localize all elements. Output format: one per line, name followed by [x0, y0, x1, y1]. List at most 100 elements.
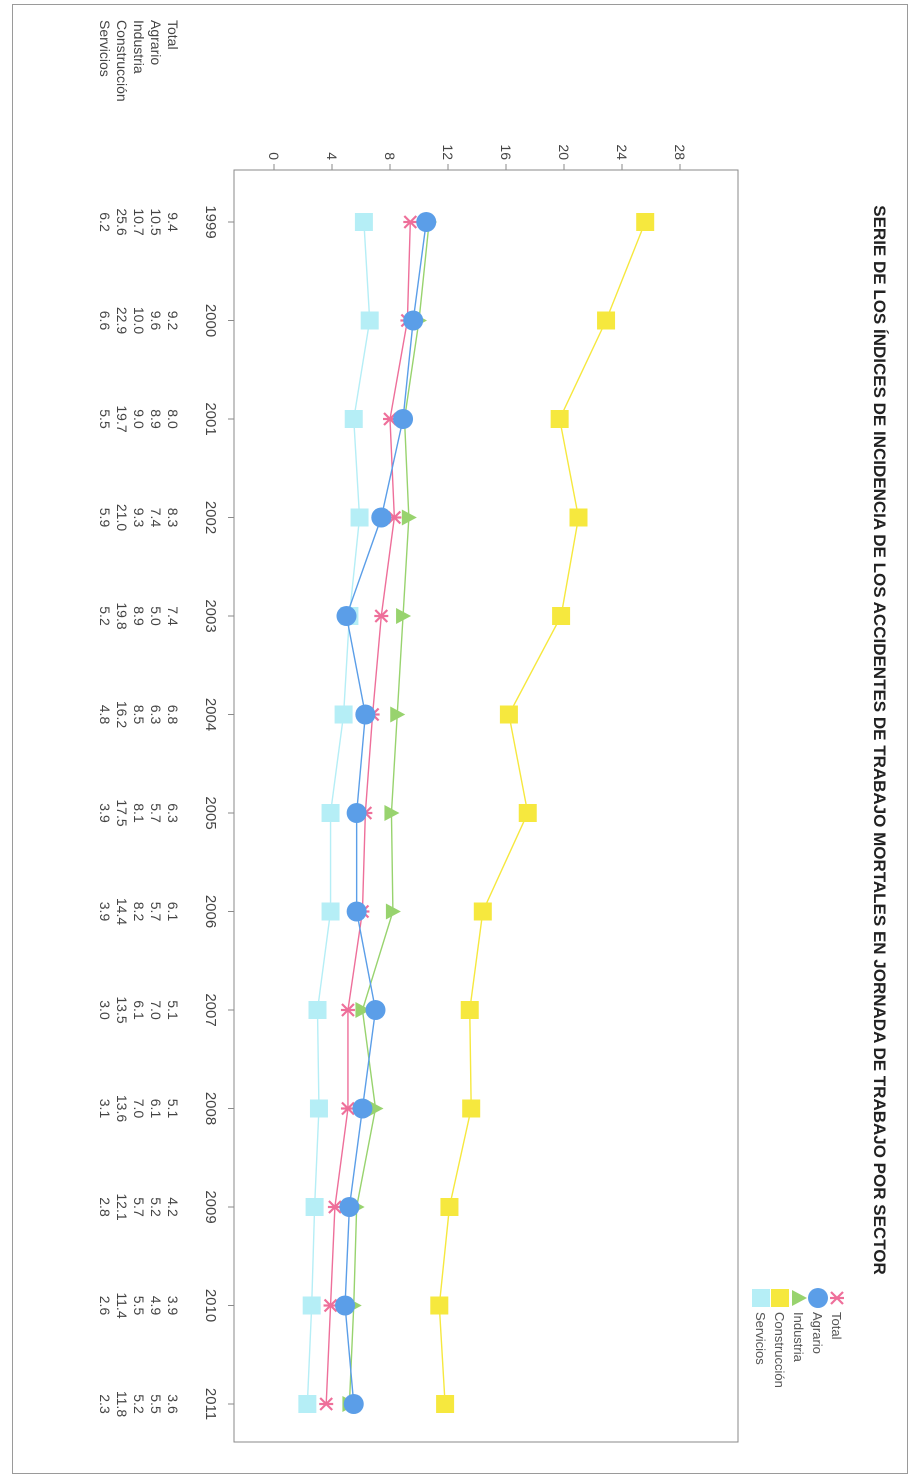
data-point — [346, 803, 367, 823]
legend-label: Construcción — [772, 1312, 787, 1388]
table-cell: 7.4 — [148, 508, 164, 528]
table-cell: 19.8 — [114, 602, 130, 629]
legend-marker — [771, 1289, 789, 1307]
data-point — [473, 902, 492, 921]
page-frame — [12, 4, 908, 1474]
data-point — [334, 705, 353, 724]
table-cell: 5.2 — [148, 1197, 164, 1217]
series-1 — [335, 212, 437, 1414]
data-point — [416, 212, 437, 232]
table-cell: 17.5 — [114, 799, 130, 826]
x-tick-label: 2005 — [202, 796, 219, 829]
table-cell: 10.7 — [131, 208, 147, 235]
table-cell: 13.5 — [114, 996, 130, 1023]
data-point — [346, 901, 367, 922]
table-cell: 9.2 — [165, 311, 181, 331]
data-point — [339, 1197, 360, 1217]
table-cell: 5.7 — [148, 902, 164, 922]
table-cell: 5.5 — [97, 409, 113, 429]
data-point — [462, 1099, 481, 1118]
data-point — [440, 1198, 459, 1216]
table-cell: 6.2 — [97, 212, 113, 232]
table-cell: 2.8 — [97, 1197, 113, 1217]
table-cell: 6.6 — [97, 311, 113, 331]
x-tick-label: 2003 — [202, 599, 219, 632]
legend-marker — [752, 1289, 770, 1307]
data-point — [343, 1394, 364, 1414]
data-point — [499, 705, 518, 724]
data-point — [569, 508, 588, 527]
data-point — [352, 1098, 373, 1119]
data-point — [384, 805, 400, 821]
table-cell: 5.7 — [131, 1197, 147, 1217]
data-point — [403, 310, 424, 331]
data-point — [302, 1296, 321, 1315]
series-layer — [298, 212, 655, 1414]
table-row-label: Industria — [131, 20, 147, 74]
table-cell: 6.1 — [148, 1099, 164, 1119]
data-point — [518, 804, 537, 822]
legend-label: Servicios — [753, 1312, 768, 1365]
data-point — [430, 1296, 449, 1315]
data-point — [436, 1395, 455, 1413]
series-line — [438, 221, 646, 1405]
table-cell: 9.6 — [148, 311, 164, 331]
data-table: Total9.49.28.08.37.46.86.36.15.15.14.23.… — [97, 20, 181, 1417]
data-point — [350, 508, 369, 527]
data-point — [336, 606, 357, 626]
x-axis-ticks: 1999 2000 2001 2002 2003 2004 2005 2006 2007 2008… — [202, 205, 234, 1420]
table-cell: 12.1 — [114, 1193, 130, 1220]
legend-marker — [808, 1288, 828, 1308]
table-cell: 21.0 — [114, 504, 130, 531]
table-cell: 8.9 — [148, 409, 164, 429]
table-cell: 6.3 — [165, 803, 181, 823]
table-cell: 3.6 — [165, 1394, 181, 1414]
table-cell: 11.8 — [114, 1391, 130, 1417]
table-cell: 8.9 — [131, 606, 147, 626]
plot-area-frame — [233, 169, 739, 1443]
table-cell: 11.4 — [114, 1292, 130, 1318]
legend-label: Agrario — [810, 1312, 825, 1354]
chart-title: SERIE DE LOS ÍNDICES DE INCIDENCIA DE LO… — [870, 205, 889, 1275]
table-cell: 5.2 — [131, 1394, 147, 1414]
table-cell: 9.3 — [131, 508, 147, 528]
table-cell: 22.9 — [114, 307, 130, 334]
data-point — [321, 804, 340, 822]
data-point — [390, 706, 406, 723]
y-axis-ticks: 0 4 8 12 16 20 24 28 — [266, 144, 688, 170]
table-cell: 25.6 — [114, 208, 130, 235]
table-cell: 6.1 — [131, 1000, 147, 1020]
data-point — [319, 1397, 334, 1411]
data-point — [371, 507, 392, 528]
table-cell: 3.9 — [97, 902, 113, 922]
data-point — [552, 607, 571, 625]
y-tick-label: 16 — [498, 144, 514, 160]
x-tick-label: 2001 — [202, 402, 219, 435]
data-point — [344, 410, 363, 428]
y-tick-label: 12 — [440, 144, 456, 160]
table-cell: 5.5 — [148, 1394, 164, 1414]
x-tick-label: 2004 — [202, 698, 219, 731]
x-tick-label: 2002 — [202, 501, 219, 534]
table-cell: 3.0 — [97, 1000, 113, 1020]
data-point — [354, 213, 373, 231]
table-cell: 4.8 — [97, 705, 113, 725]
legend-marker — [792, 1290, 807, 1306]
table-cell: 8.3 — [165, 508, 181, 528]
data-point — [460, 1001, 479, 1019]
data-point — [393, 409, 414, 429]
table-cell: 14.4 — [114, 898, 130, 925]
table-cell: 5.2 — [97, 606, 113, 626]
data-point — [550, 410, 569, 428]
table-cell: 5.9 — [97, 508, 113, 528]
data-point — [403, 215, 418, 229]
x-tick-label: 1999 — [202, 205, 219, 238]
table-cell: 6.3 — [148, 705, 164, 725]
data-point — [321, 902, 340, 921]
table-cell: 4.2 — [165, 1197, 181, 1217]
data-point — [374, 609, 389, 623]
y-tick-label: 0 — [266, 152, 282, 160]
data-point — [340, 1003, 355, 1017]
data-point — [355, 704, 376, 725]
